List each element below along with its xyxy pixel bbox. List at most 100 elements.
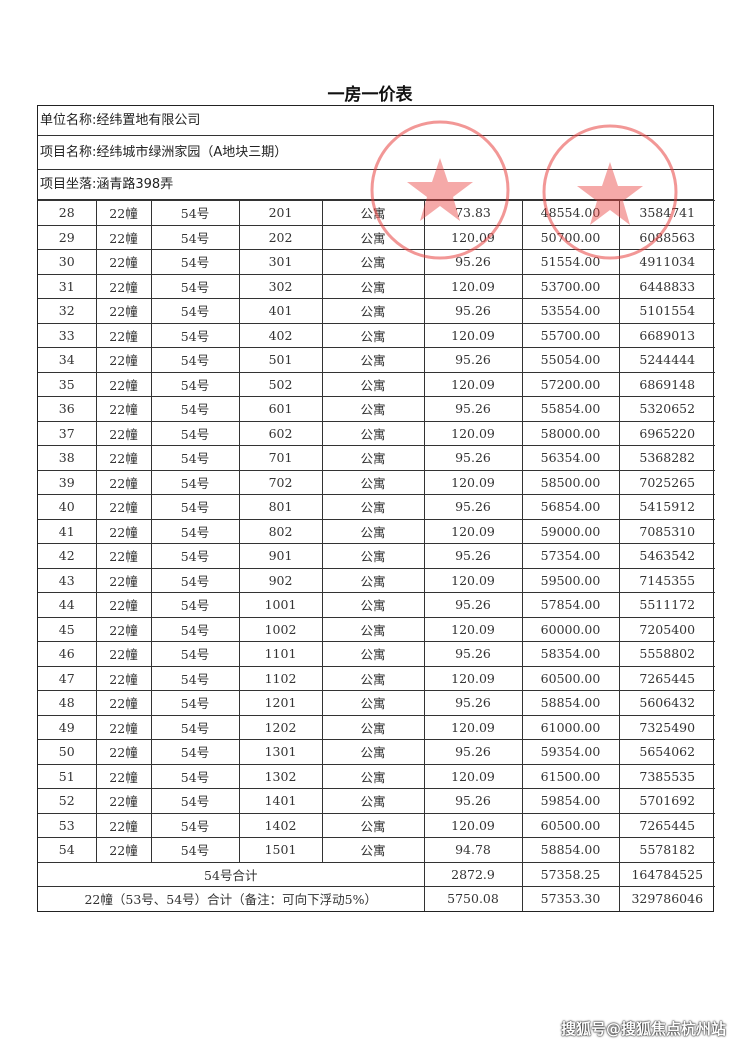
unit-price: 53700.00 <box>521 273 620 299</box>
table-row: 45 22幢 54号 1002 公寓 120.09 60000.00 7205400 <box>38 616 715 642</box>
room-number: 501 <box>238 347 323 373</box>
building: 22幢 <box>95 690 152 716</box>
total-total: 164784525 <box>618 861 715 887</box>
usage: 公寓 <box>321 665 425 691</box>
row-number: 39 <box>38 469 97 495</box>
area: 94.78 <box>423 837 523 863</box>
room-number: 1501 <box>238 837 323 863</box>
building: 22幢 <box>95 543 152 569</box>
watermark: 搜狐号@搜狐焦点杭州站 <box>560 1020 726 1038</box>
room-number: 1102 <box>238 665 323 691</box>
total-price: 5558802 <box>618 641 715 667</box>
usage: 公寓 <box>321 641 425 667</box>
room-number: 602 <box>238 420 323 446</box>
unit-price: 60500.00 <box>521 812 620 838</box>
total-price: 7265445 <box>618 812 715 838</box>
row-number: 35 <box>38 371 97 397</box>
total-price: 7385535 <box>618 763 715 789</box>
total-area: 5750.08 <box>423 886 523 911</box>
usage: 公寓 <box>321 812 425 838</box>
unit-price: 50700.00 <box>521 224 620 250</box>
room-number: 1101 <box>238 641 323 667</box>
building: 22幢 <box>95 347 152 373</box>
area: 120.09 <box>423 665 523 691</box>
row-number: 43 <box>38 567 97 593</box>
table-row: 48 22幢 54号 1201 公寓 95.26 58854.00 5606432 <box>38 690 715 716</box>
building: 22幢 <box>95 396 152 422</box>
total-total: 329786046 <box>618 886 715 911</box>
unit-entrance: 54号 <box>150 518 240 544</box>
building: 22幢 <box>95 714 152 740</box>
room-number: 1301 <box>238 739 323 765</box>
usage: 公寓 <box>321 224 425 250</box>
building: 22幢 <box>95 322 152 348</box>
room-number: 1202 <box>238 714 323 740</box>
building: 22幢 <box>95 445 152 471</box>
building: 22幢 <box>95 616 152 642</box>
table-row: 44 22幢 54号 1001 公寓 95.26 57854.00 5511172 <box>38 592 715 618</box>
project-name: 项目名称:经纬城市绿洲家园（A地块三期） <box>38 136 713 170</box>
unit-price: 57354.00 <box>521 543 620 569</box>
total-label: 22幢（53号、54号）合计（备注：可向下浮动5%） <box>38 886 425 911</box>
table-row: 42 22幢 54号 901 公寓 95.26 57354.00 5463542 <box>38 543 715 569</box>
room-number: 301 <box>238 249 323 275</box>
unit-entrance: 54号 <box>150 690 240 716</box>
total-unit-price: 57358.25 <box>521 861 620 887</box>
usage: 公寓 <box>321 592 425 618</box>
room-number: 901 <box>238 543 323 569</box>
row-number: 30 <box>38 249 97 275</box>
building: 22幢 <box>95 224 152 250</box>
building: 22幢 <box>95 812 152 838</box>
total-price: 5320652 <box>618 396 715 422</box>
area: 120.09 <box>423 812 523 838</box>
table-row: 50 22幢 54号 1301 公寓 95.26 59354.00 5654062 <box>38 739 715 765</box>
usage: 公寓 <box>321 543 425 569</box>
unit-price: 56854.00 <box>521 494 620 520</box>
room-number: 1302 <box>238 763 323 789</box>
row-number: 50 <box>38 739 97 765</box>
row-number: 48 <box>38 690 97 716</box>
total-price: 5578182 <box>618 837 715 863</box>
totals-row: 22幢（53号、54号）合计（备注：可向下浮动5%） 5750.08 57353.3… <box>38 886 715 911</box>
room-number: 1002 <box>238 616 323 642</box>
total-price: 7325490 <box>618 714 715 740</box>
room-number: 1402 <box>238 812 323 838</box>
company-name: 单位名称:经纬置地有限公司 <box>38 106 713 136</box>
building: 22幢 <box>95 788 152 814</box>
usage: 公寓 <box>321 616 425 642</box>
table-row: 29 22幢 54号 202 公寓 120.09 50700.00 6088563 <box>38 224 715 250</box>
table-row: 38 22幢 54号 701 公寓 95.26 56354.00 5368282 <box>38 445 715 471</box>
unit-price: 61500.00 <box>521 763 620 789</box>
unit-entrance: 54号 <box>150 469 240 495</box>
table-row: 43 22幢 54号 902 公寓 120.09 59500.00 7145355 <box>38 567 715 593</box>
usage: 公寓 <box>321 396 425 422</box>
table-row: 51 22幢 54号 1302 公寓 120.09 61500.00 7385535 <box>38 763 715 789</box>
unit-price: 58854.00 <box>521 837 620 863</box>
price-table-sheet: 单位名称:经纬置地有限公司 项目名称:经纬城市绿洲家园（A地块三期） 项目坐落:… <box>37 105 715 912</box>
unit-entrance: 54号 <box>150 665 240 691</box>
area: 120.09 <box>423 763 523 789</box>
usage: 公寓 <box>321 739 425 765</box>
row-number: 46 <box>38 641 97 667</box>
room-number: 201 <box>238 200 323 226</box>
total-price: 5244444 <box>618 347 715 373</box>
unit-price: 55054.00 <box>521 347 620 373</box>
row-number: 38 <box>38 445 97 471</box>
unit-entrance: 54号 <box>150 567 240 593</box>
usage: 公寓 <box>321 298 425 324</box>
unit-price: 60500.00 <box>521 665 620 691</box>
building: 22幢 <box>95 249 152 275</box>
building: 22幢 <box>95 592 152 618</box>
total-price: 5654062 <box>618 739 715 765</box>
area: 95.26 <box>423 592 523 618</box>
area: 95.26 <box>423 788 523 814</box>
row-number: 33 <box>38 322 97 348</box>
table-row: 28 22幢 54号 201 公寓 73.83 48554.00 3584741 <box>38 200 715 226</box>
unit-entrance: 54号 <box>150 714 240 740</box>
total-area: 2872.9 <box>423 861 523 887</box>
room-number: 902 <box>238 567 323 593</box>
table-row: 54 22幢 54号 1501 公寓 94.78 58854.00 5578182 <box>38 837 715 863</box>
building: 22幢 <box>95 567 152 593</box>
unit-price: 59854.00 <box>521 788 620 814</box>
area: 120.09 <box>423 567 523 593</box>
